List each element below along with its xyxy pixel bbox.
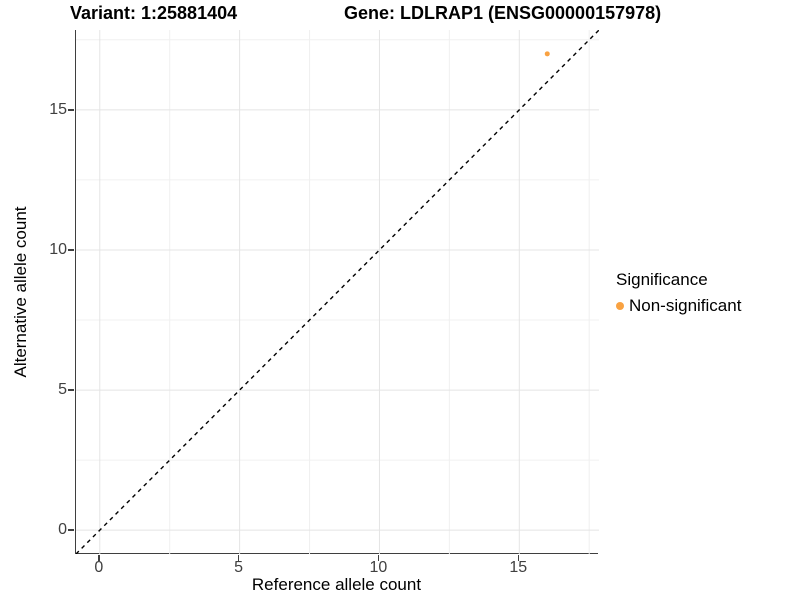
x-axis-title: Reference allele count [251, 575, 422, 594]
variant-title: Variant: 1:25881404 [70, 3, 238, 23]
x-tick-label: 15 [509, 559, 528, 576]
legend-title: Significance [616, 270, 708, 289]
y-axis-title: Alternative allele count [11, 206, 30, 378]
legend-item: Non-significant [616, 296, 741, 316]
y-tick-label: 5 [58, 381, 67, 399]
plot-panel [75, 30, 599, 554]
identity-line [76, 30, 599, 554]
gene-title: Gene: LDLRAP1 (ENSG00000157978) [344, 3, 662, 23]
legend: Significance Non-significant [616, 270, 741, 316]
x-tick-mark [377, 555, 380, 561]
x-tick-label: 0 [94, 559, 104, 576]
x-tick-mark [237, 555, 240, 561]
data-point [544, 51, 550, 57]
y-tick-mark [68, 529, 74, 531]
x-tick-label: 10 [369, 559, 388, 576]
y-tick-mark [68, 389, 74, 391]
plot-area [76, 30, 599, 554]
y-tick-mark [68, 249, 74, 251]
y-tick-label: 10 [49, 240, 67, 258]
legend-point-icon [616, 302, 624, 310]
y-tick-label: 15 [49, 100, 67, 118]
x-tick-mark [517, 555, 520, 561]
y-tick-mark [68, 109, 74, 111]
x-tick-mark [98, 555, 100, 561]
x-tick-label: 5 [234, 559, 244, 576]
y-tick-label: 0 [58, 521, 67, 539]
legend-item-label: Non-significant [629, 296, 742, 315]
